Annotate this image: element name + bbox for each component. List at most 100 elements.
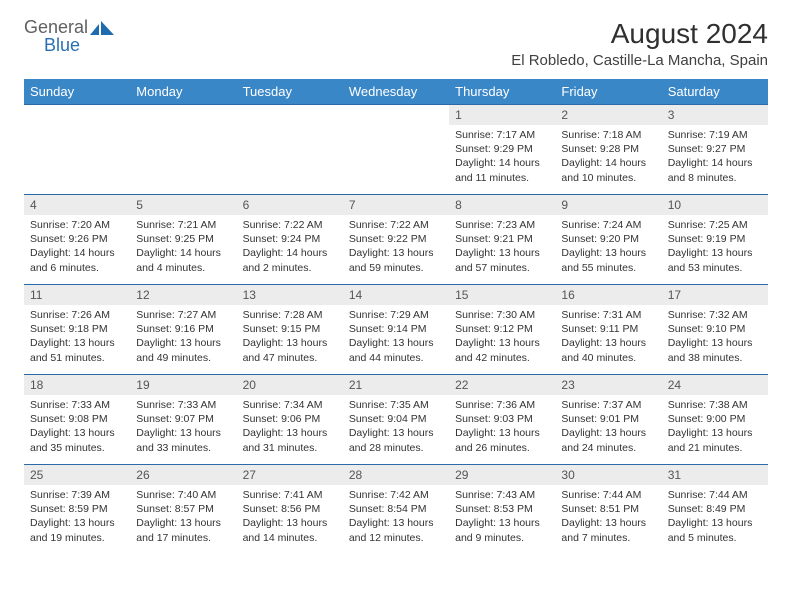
- day-number: 6: [237, 195, 343, 215]
- brand-logo: General Blue: [24, 18, 116, 54]
- calendar-day-cell: 19Sunrise: 7:33 AMSunset: 9:07 PMDayligh…: [130, 375, 236, 465]
- calendar-day-cell: 2Sunrise: 7:18 AMSunset: 9:28 PMDaylight…: [555, 105, 661, 195]
- calendar-day-cell: 14Sunrise: 7:29 AMSunset: 9:14 PMDayligh…: [343, 285, 449, 375]
- day-details: [237, 111, 343, 120]
- day-number: 10: [662, 195, 768, 215]
- sail-right-icon: [101, 21, 114, 35]
- day-details: Sunrise: 7:39 AMSunset: 8:59 PMDaylight:…: [24, 485, 130, 551]
- day-details: Sunrise: 7:34 AMSunset: 9:06 PMDaylight:…: [237, 395, 343, 461]
- day-number: 23: [555, 375, 661, 395]
- calendar-day-cell: 17Sunrise: 7:32 AMSunset: 9:10 PMDayligh…: [662, 285, 768, 375]
- day-number: 3: [662, 105, 768, 125]
- day-number: 31: [662, 465, 768, 485]
- calendar-week-row: 4Sunrise: 7:20 AMSunset: 9:26 PMDaylight…: [24, 195, 768, 285]
- day-number: 15: [449, 285, 555, 305]
- calendar-day-cell: 8Sunrise: 7:23 AMSunset: 9:21 PMDaylight…: [449, 195, 555, 285]
- calendar-week-row: 25Sunrise: 7:39 AMSunset: 8:59 PMDayligh…: [24, 465, 768, 555]
- calendar-day-cell: 24Sunrise: 7:38 AMSunset: 9:00 PMDayligh…: [662, 375, 768, 465]
- calendar-day-cell: 11Sunrise: 7:26 AMSunset: 9:18 PMDayligh…: [24, 285, 130, 375]
- day-details: Sunrise: 7:17 AMSunset: 9:29 PMDaylight:…: [449, 125, 555, 191]
- calendar-day-cell: 28Sunrise: 7:42 AMSunset: 8:54 PMDayligh…: [343, 465, 449, 555]
- day-details: Sunrise: 7:19 AMSunset: 9:27 PMDaylight:…: [662, 125, 768, 191]
- logo-text-general: General: [24, 18, 88, 36]
- day-number: 28: [343, 465, 449, 485]
- logo-text-blue: Blue: [24, 36, 80, 54]
- calendar-day-cell: [343, 105, 449, 195]
- day-number: 12: [130, 285, 236, 305]
- day-details: [343, 111, 449, 120]
- day-details: Sunrise: 7:33 AMSunset: 9:08 PMDaylight:…: [24, 395, 130, 461]
- calendar-day-cell: 25Sunrise: 7:39 AMSunset: 8:59 PMDayligh…: [24, 465, 130, 555]
- day-number: 13: [237, 285, 343, 305]
- day-number: 2: [555, 105, 661, 125]
- weekday-header: Friday: [555, 79, 661, 105]
- day-number: 16: [555, 285, 661, 305]
- day-number: 18: [24, 375, 130, 395]
- calendar-day-cell: 18Sunrise: 7:33 AMSunset: 9:08 PMDayligh…: [24, 375, 130, 465]
- day-details: [130, 111, 236, 120]
- day-details: Sunrise: 7:21 AMSunset: 9:25 PMDaylight:…: [130, 215, 236, 281]
- day-details: Sunrise: 7:26 AMSunset: 9:18 PMDaylight:…: [24, 305, 130, 371]
- day-details: Sunrise: 7:37 AMSunset: 9:01 PMDaylight:…: [555, 395, 661, 461]
- calendar-week-row: 18Sunrise: 7:33 AMSunset: 9:08 PMDayligh…: [24, 375, 768, 465]
- day-details: Sunrise: 7:24 AMSunset: 9:20 PMDaylight:…: [555, 215, 661, 281]
- calendar-day-cell: 5Sunrise: 7:21 AMSunset: 9:25 PMDaylight…: [130, 195, 236, 285]
- calendar-week-row: 1Sunrise: 7:17 AMSunset: 9:29 PMDaylight…: [24, 105, 768, 195]
- day-details: Sunrise: 7:25 AMSunset: 9:19 PMDaylight:…: [662, 215, 768, 281]
- title-block: August 2024 El Robledo, Castille-La Manc…: [511, 18, 768, 69]
- day-details: Sunrise: 7:20 AMSunset: 9:26 PMDaylight:…: [24, 215, 130, 281]
- header: General Blue August 2024 El Robledo, Cas…: [24, 18, 768, 69]
- day-details: Sunrise: 7:32 AMSunset: 9:10 PMDaylight:…: [662, 305, 768, 371]
- calendar-day-cell: 16Sunrise: 7:31 AMSunset: 9:11 PMDayligh…: [555, 285, 661, 375]
- calendar-day-cell: 26Sunrise: 7:40 AMSunset: 8:57 PMDayligh…: [130, 465, 236, 555]
- day-details: Sunrise: 7:44 AMSunset: 8:49 PMDaylight:…: [662, 485, 768, 551]
- day-details: Sunrise: 7:22 AMSunset: 9:22 PMDaylight:…: [343, 215, 449, 281]
- day-details: Sunrise: 7:41 AMSunset: 8:56 PMDaylight:…: [237, 485, 343, 551]
- day-details: Sunrise: 7:27 AMSunset: 9:16 PMDaylight:…: [130, 305, 236, 371]
- day-number: 14: [343, 285, 449, 305]
- weekday-header-row: SundayMondayTuesdayWednesdayThursdayFrid…: [24, 79, 768, 105]
- day-number: 22: [449, 375, 555, 395]
- calendar-day-cell: 7Sunrise: 7:22 AMSunset: 9:22 PMDaylight…: [343, 195, 449, 285]
- day-number: 17: [662, 285, 768, 305]
- calendar-day-cell: 9Sunrise: 7:24 AMSunset: 9:20 PMDaylight…: [555, 195, 661, 285]
- calendar-day-cell: 10Sunrise: 7:25 AMSunset: 9:19 PMDayligh…: [662, 195, 768, 285]
- weekday-header: Sunday: [24, 79, 130, 105]
- day-details: Sunrise: 7:38 AMSunset: 9:00 PMDaylight:…: [662, 395, 768, 461]
- day-number: 7: [343, 195, 449, 215]
- day-number: 24: [662, 375, 768, 395]
- day-number: 11: [24, 285, 130, 305]
- day-number: 21: [343, 375, 449, 395]
- calendar-day-cell: 12Sunrise: 7:27 AMSunset: 9:16 PMDayligh…: [130, 285, 236, 375]
- day-details: Sunrise: 7:30 AMSunset: 9:12 PMDaylight:…: [449, 305, 555, 371]
- day-number: 19: [130, 375, 236, 395]
- day-details: Sunrise: 7:23 AMSunset: 9:21 PMDaylight:…: [449, 215, 555, 281]
- day-details: [24, 111, 130, 120]
- day-details: Sunrise: 7:33 AMSunset: 9:07 PMDaylight:…: [130, 395, 236, 461]
- calendar-day-cell: 23Sunrise: 7:37 AMSunset: 9:01 PMDayligh…: [555, 375, 661, 465]
- calendar-day-cell: [24, 105, 130, 195]
- calendar-day-cell: 15Sunrise: 7:30 AMSunset: 9:12 PMDayligh…: [449, 285, 555, 375]
- day-details: Sunrise: 7:35 AMSunset: 9:04 PMDaylight:…: [343, 395, 449, 461]
- day-details: Sunrise: 7:43 AMSunset: 8:53 PMDaylight:…: [449, 485, 555, 551]
- calendar-day-cell: 3Sunrise: 7:19 AMSunset: 9:27 PMDaylight…: [662, 105, 768, 195]
- weekday-header: Saturday: [662, 79, 768, 105]
- day-number: 5: [130, 195, 236, 215]
- day-details: Sunrise: 7:28 AMSunset: 9:15 PMDaylight:…: [237, 305, 343, 371]
- calendar-day-cell: 4Sunrise: 7:20 AMSunset: 9:26 PMDaylight…: [24, 195, 130, 285]
- calendar-week-row: 11Sunrise: 7:26 AMSunset: 9:18 PMDayligh…: [24, 285, 768, 375]
- weekday-header: Thursday: [449, 79, 555, 105]
- day-details: Sunrise: 7:40 AMSunset: 8:57 PMDaylight:…: [130, 485, 236, 551]
- sail-left-icon: [90, 24, 99, 35]
- calendar-day-cell: 31Sunrise: 7:44 AMSunset: 8:49 PMDayligh…: [662, 465, 768, 555]
- weekday-header: Tuesday: [237, 79, 343, 105]
- day-details: Sunrise: 7:31 AMSunset: 9:11 PMDaylight:…: [555, 305, 661, 371]
- day-number: 4: [24, 195, 130, 215]
- calendar-day-cell: 21Sunrise: 7:35 AMSunset: 9:04 PMDayligh…: [343, 375, 449, 465]
- day-number: 9: [555, 195, 661, 215]
- calendar-day-cell: [130, 105, 236, 195]
- calendar-day-cell: 20Sunrise: 7:34 AMSunset: 9:06 PMDayligh…: [237, 375, 343, 465]
- day-number: 30: [555, 465, 661, 485]
- calendar-body: 1Sunrise: 7:17 AMSunset: 9:29 PMDaylight…: [24, 105, 768, 555]
- calendar-day-cell: 29Sunrise: 7:43 AMSunset: 8:53 PMDayligh…: [449, 465, 555, 555]
